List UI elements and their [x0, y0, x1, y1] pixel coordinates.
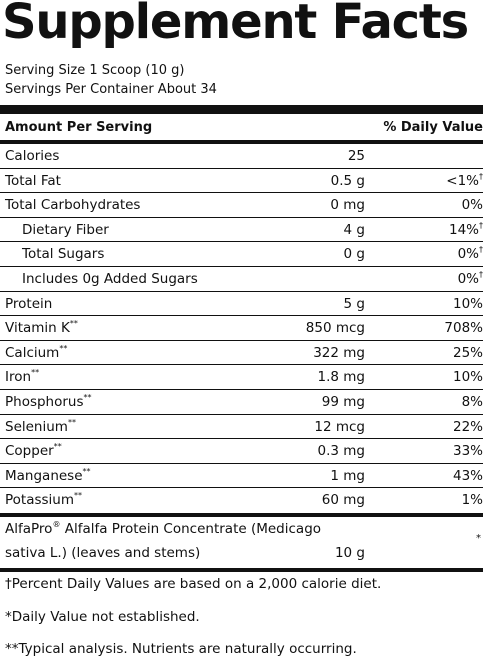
table-row: Total Sugars 0 g 0%†	[0, 242, 483, 267]
nutrient-name: Vitamin K**	[5, 319, 78, 337]
nutrient-amount: 1.8 mg	[317, 369, 365, 386]
ingredient-name-line1: AlfaPro® Alfalfa Protein Concentrate (Me…	[5, 520, 322, 537]
table-row: Protein 5 g 10%	[0, 292, 483, 317]
nutrient-amount: 0 g	[343, 246, 365, 263]
page-title: Supplement Facts	[2, 0, 469, 50]
nutrient-dv: 10%	[452, 295, 483, 312]
nutrient-amount: 0 mg	[330, 197, 365, 214]
nutrient-dv: 0%†	[457, 245, 483, 263]
table-row: Total Carbohydrates 0 mg 0%	[0, 193, 483, 218]
nutrient-amount: 0.3 mg	[317, 443, 365, 460]
nutrient-name: Total Carbohydrates	[5, 197, 141, 214]
nutrient-dv: 33%	[452, 443, 483, 460]
nutrient-dv: 14%†	[448, 220, 483, 238]
nutrient-name: Iron**	[5, 368, 40, 386]
nutrient-name: Total Fat	[5, 172, 61, 189]
nutrient-name: Calcium**	[5, 343, 68, 361]
daily-value-header: % Daily Value	[383, 120, 483, 135]
nutrient-dv: 22%	[452, 418, 483, 435]
nutrient-name: Copper**	[5, 442, 62, 460]
nutrient-amount: 850 mcg	[305, 320, 365, 337]
nutrient-dv: 0%	[461, 197, 483, 214]
nutrient-name: Total Sugars	[22, 246, 105, 263]
table-row: Selenium** 12 mcg 22%	[0, 415, 483, 440]
footnote-percent-dv: †Percent Daily Values are based on a 2,0…	[5, 576, 382, 592]
footnote-not-established: *Daily Value not established.	[5, 609, 200, 625]
ingredient-row: AlfaPro® Alfalfa Protein Concentrate (Me…	[0, 516, 483, 568]
table-row: Includes 0g Added Sugars 0%†	[0, 267, 483, 292]
nutrient-amount: 12 mcg	[314, 418, 365, 435]
nutrient-dv: 0%†	[457, 270, 483, 287]
table-row: Copper** 0.3 mg 33%	[0, 439, 483, 464]
table-row: Vitamin K** 850 mcg 708%	[0, 316, 483, 341]
nutrient-dv: 10%	[452, 369, 483, 386]
ingredient-amount: 10 g	[334, 545, 365, 561]
nutrient-name: Dietary Fiber	[22, 221, 109, 238]
nutrient-dv: <1%†	[446, 171, 483, 189]
amount-per-serving-header: Amount Per Serving	[5, 120, 153, 135]
nutrient-name: Includes 0g Added Sugars	[22, 271, 198, 287]
thick-divider	[0, 105, 483, 114]
nutrient-amount: 322 mg	[313, 344, 365, 361]
footnote-typical: **Typical analysis. Nutrients are natura…	[5, 641, 357, 657]
nutrient-dv: 43%	[452, 467, 483, 484]
table-row: Calories 25	[0, 144, 483, 169]
nutrient-dv: 1%	[461, 492, 483, 509]
nutrient-name: Phosphorus**	[5, 393, 92, 410]
nutrient-dv: 708%	[444, 320, 483, 337]
footnote-divider	[0, 568, 483, 572]
nutrient-amount: 4 g	[343, 221, 365, 238]
ingredient-name-line2: sativa L.) (leaves and stems)	[5, 545, 201, 561]
nutrient-name: Protein	[5, 295, 53, 312]
nutrient-name: Potassium**	[5, 491, 83, 509]
ingredient-dv: *	[476, 533, 481, 544]
nutrient-amount: 0.5 g	[330, 172, 365, 189]
nutrient-name: Selenium**	[5, 417, 76, 435]
nutrient-dv: 25%	[452, 344, 483, 361]
nutrient-dv: 8%	[461, 394, 483, 410]
nutrient-name: Manganese**	[5, 466, 91, 484]
nutrient-amount: 5 g	[343, 295, 365, 312]
table-row: Manganese** 1 mg 43%	[0, 464, 483, 489]
nutrient-amount: 1 mg	[330, 467, 365, 484]
table-row: Potassium** 60 mg 1%	[0, 488, 483, 513]
servings-per-container: Servings Per Container About 34	[5, 82, 217, 97]
nutrient-amount: 25	[347, 148, 365, 164]
ingredient-divider	[0, 513, 483, 517]
nutrient-amount: 60 mg	[321, 492, 365, 509]
nutrient-name: Calories	[5, 148, 60, 164]
header-divider	[0, 140, 483, 144]
serving-size: Serving Size 1 Scoop (10 g)	[5, 63, 185, 78]
nutrient-amount: 99 mg	[321, 394, 365, 410]
table-row: Total Fat 0.5 g <1%†	[0, 169, 483, 194]
table-row: Calcium** 322 mg 25%	[0, 341, 483, 366]
table-row: Phosphorus** 99 mg 8%	[0, 390, 483, 415]
table-row: Iron** 1.8 mg 10%	[0, 365, 483, 390]
table-row: Dietary Fiber 4 g 14%†	[0, 218, 483, 243]
